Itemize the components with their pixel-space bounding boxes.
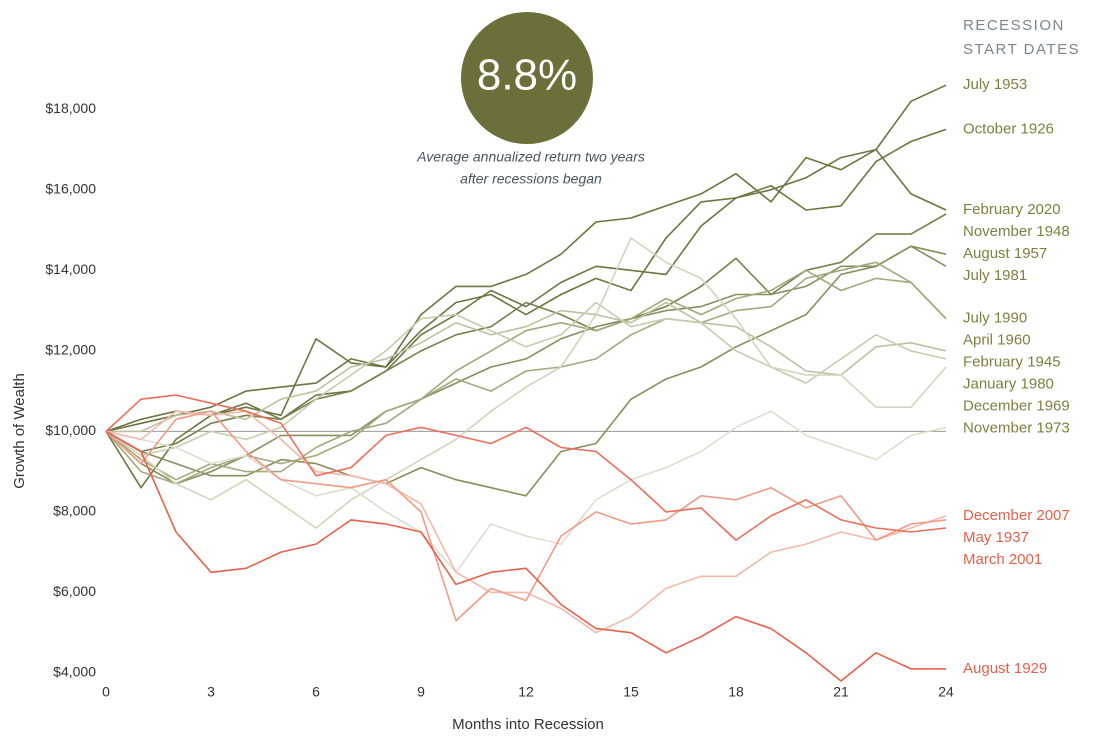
series-line xyxy=(105,84,947,433)
annotation: after recessions began xyxy=(460,171,602,187)
x-tick-label: 9 xyxy=(417,684,425,700)
y-tick-label: $14,000 xyxy=(45,261,96,277)
x-tick-label: 21 xyxy=(833,684,849,700)
legend-title: RECESSION xyxy=(963,17,1065,34)
x-tick-label: 15 xyxy=(623,684,639,700)
series-label: November 1948 xyxy=(963,223,1070,240)
highlight-badge xyxy=(461,12,593,144)
legend-title: START DATES xyxy=(963,41,1080,58)
y-tick-label: $8,000 xyxy=(53,503,96,519)
series-line xyxy=(105,269,947,481)
series-line xyxy=(106,301,947,433)
series-label: April 1960 xyxy=(963,332,1031,349)
series-label: February 2020 xyxy=(963,201,1061,218)
series-line xyxy=(105,301,947,457)
y-tick-label: $12,000 xyxy=(45,342,96,358)
annotation: Average annualized return two years xyxy=(416,149,645,165)
y-tick-label: $10,000 xyxy=(45,422,96,438)
x-tick-label: 0 xyxy=(102,684,110,700)
x-tick-label: 6 xyxy=(312,684,320,700)
series-line xyxy=(105,410,947,622)
series-label: February 1945 xyxy=(963,354,1061,371)
series-label: August 1957 xyxy=(963,245,1047,262)
series-line xyxy=(105,237,947,529)
series-label: March 2001 xyxy=(963,551,1042,568)
series-label: July 1990 xyxy=(963,310,1027,327)
series-label: May 1937 xyxy=(963,529,1029,546)
series-line xyxy=(105,410,947,574)
series-label: July 1981 xyxy=(963,267,1027,284)
y-tick-label: $16,000 xyxy=(45,181,96,197)
x-tick-label: 18 xyxy=(728,684,744,700)
series-label: August 1929 xyxy=(963,660,1047,677)
x-tick-label: 24 xyxy=(938,684,954,700)
series-line xyxy=(105,245,947,485)
x-tick-label: 12 xyxy=(518,684,534,700)
series-line xyxy=(105,430,946,682)
series-line xyxy=(105,245,947,497)
series-label: November 1973 xyxy=(963,420,1070,437)
y-axis-title: Growth of Wealth xyxy=(11,373,28,489)
series-label: January 1980 xyxy=(963,376,1054,393)
series-label: December 1969 xyxy=(963,398,1070,415)
series-line xyxy=(105,148,947,489)
x-axis-title: Months into Recession xyxy=(452,716,604,733)
series-label: December 2007 xyxy=(963,507,1070,524)
series-line xyxy=(105,394,947,541)
y-tick-label: $18,000 xyxy=(45,100,96,116)
series-label: October 1926 xyxy=(963,120,1054,137)
y-tick-label: $6,000 xyxy=(53,583,96,599)
x-tick-label: 3 xyxy=(207,684,215,700)
series-line xyxy=(105,128,947,433)
series-label: July 1953 xyxy=(963,76,1027,93)
y-tick-label: $4,000 xyxy=(53,664,96,680)
highlight-value: 8.8% xyxy=(477,51,577,100)
